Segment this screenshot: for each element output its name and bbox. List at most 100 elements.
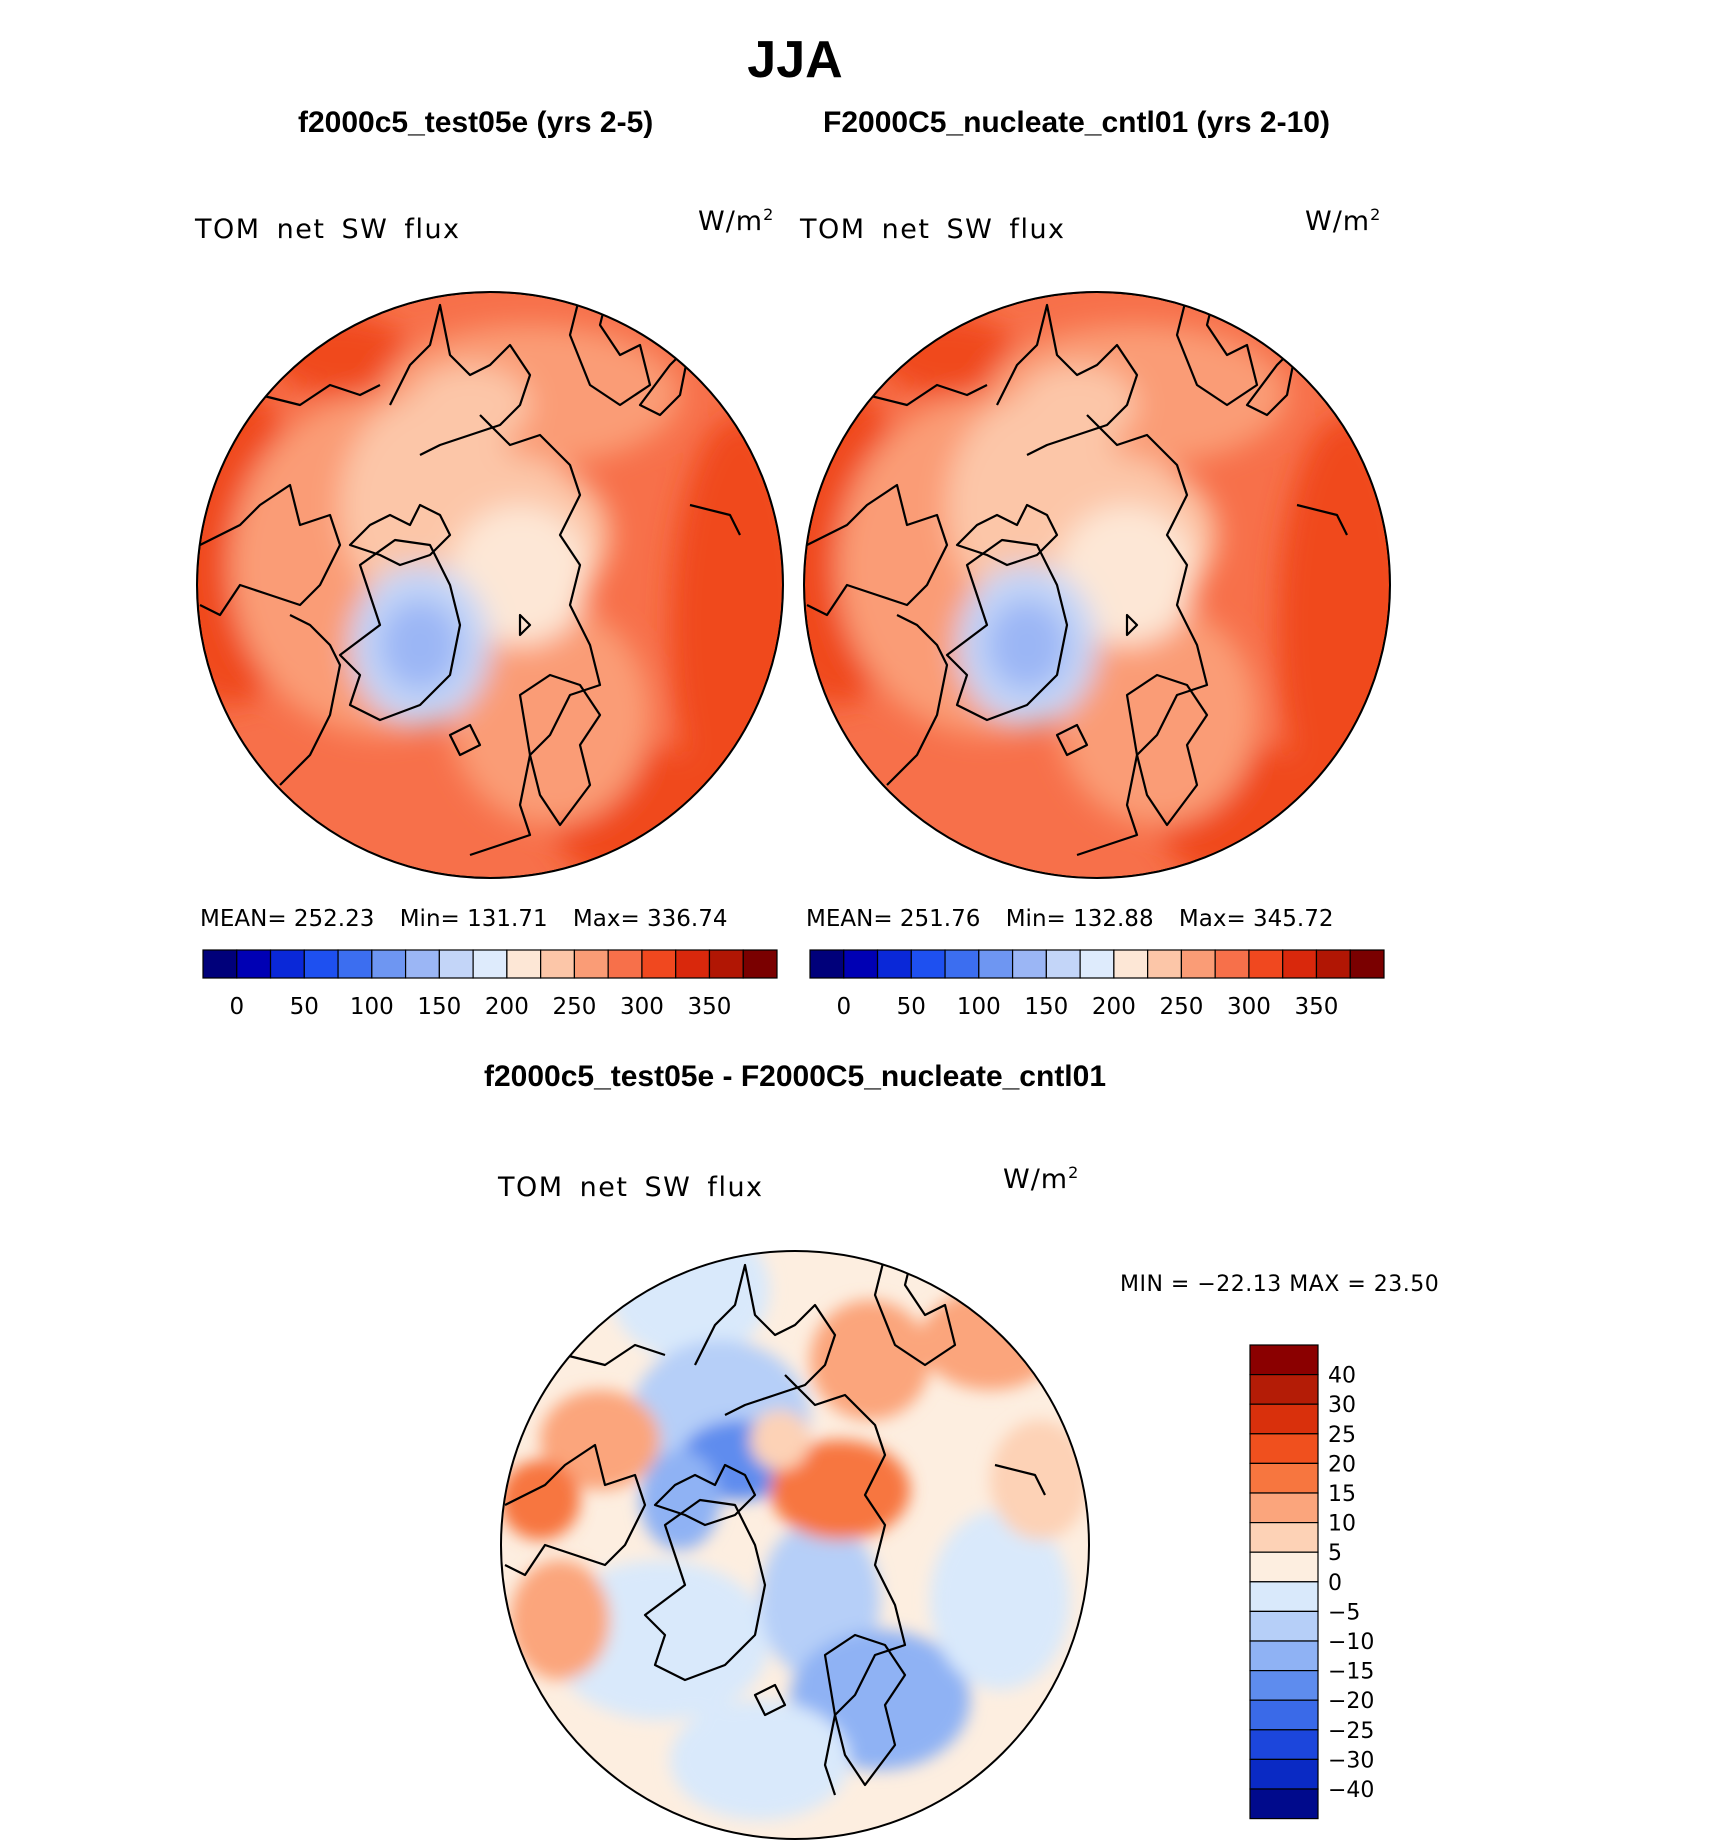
left-colorbar-label: 0 bbox=[229, 994, 244, 1020]
right-stats: MEAN= 251.76 Min= 132.88 Max= 345.72 bbox=[806, 906, 1352, 932]
right-colorbar-box bbox=[978, 949, 1014, 979]
diff-colorbar-label: −5 bbox=[1328, 1600, 1360, 1625]
diff-colorbar-label: 40 bbox=[1328, 1364, 1356, 1389]
left-colorbar-box bbox=[236, 949, 272, 979]
right-colorbar-box bbox=[1349, 949, 1385, 979]
right-colorbar-label: 100 bbox=[957, 994, 1001, 1020]
left-colorbar-box bbox=[607, 949, 643, 979]
diff-units-label: W/m2 bbox=[1003, 1163, 1080, 1195]
diff-colorbar-box bbox=[1249, 1492, 1319, 1524]
left-colorbar-label: 300 bbox=[620, 994, 664, 1020]
difference-panel-title: f2000c5_test05e - F2000C5_nucleate_cntl0… bbox=[483, 1060, 1107, 1093]
diff-colorbar-box bbox=[1249, 1669, 1319, 1701]
diff-colorbar-label: 10 bbox=[1328, 1512, 1356, 1537]
diff-minmax: MIN = −22.13 MAX = 23.50 bbox=[1120, 1272, 1440, 1297]
right-units-label: W/m2 bbox=[1305, 205, 1382, 237]
right-colorbar-box bbox=[944, 949, 980, 979]
diff-colorbar-label: 0 bbox=[1328, 1571, 1342, 1596]
diff-colorbar-label: −20 bbox=[1328, 1689, 1374, 1714]
diff-colorbar-box bbox=[1249, 1462, 1319, 1494]
diff-colorbar-label: −40 bbox=[1328, 1778, 1374, 1803]
diff-colorbar-label: −15 bbox=[1328, 1660, 1374, 1685]
diff-colorbar-label: 20 bbox=[1328, 1452, 1356, 1477]
diff-colorbar-label: 25 bbox=[1328, 1423, 1356, 1448]
right-colorbar-label: 300 bbox=[1227, 994, 1271, 1020]
left-colorbar-label: 50 bbox=[290, 994, 319, 1020]
right-colorbar-label: 250 bbox=[1159, 994, 1203, 1020]
right-colorbar-box bbox=[1315, 949, 1351, 979]
diff-colorbar-box bbox=[1249, 1758, 1319, 1790]
right-colorbar-box bbox=[1011, 949, 1047, 979]
left-colorbar-box bbox=[202, 949, 238, 979]
diff-colorbar-box bbox=[1249, 1640, 1319, 1672]
left-colorbar-box bbox=[641, 949, 677, 979]
left-colorbar-box bbox=[742, 949, 778, 979]
diff-colorbar-box bbox=[1249, 1729, 1319, 1761]
right-colorbar-label: 50 bbox=[897, 994, 926, 1020]
right-panel-title: F2000C5_nucleate_cntl01 (yrs 2-10) bbox=[823, 106, 1330, 139]
left-stats: MEAN= 252.23 Min= 131.71 Max= 336.74 bbox=[200, 906, 746, 932]
right-colorbar-box bbox=[1214, 949, 1250, 979]
diff-colorbar-label: −30 bbox=[1328, 1748, 1374, 1773]
diff-colorbar-box bbox=[1249, 1433, 1319, 1465]
diff-colorbar-box bbox=[1249, 1610, 1319, 1642]
right-colorbar-box bbox=[1180, 949, 1216, 979]
right-colorbar-box bbox=[1147, 949, 1183, 979]
left-colorbar-label: 150 bbox=[417, 994, 461, 1020]
right-min: Min= 132.88 bbox=[1005, 906, 1154, 932]
left-colorbar-box bbox=[371, 949, 407, 979]
right-mean: MEAN= 251.76 bbox=[806, 906, 981, 932]
right-colorbar-box bbox=[1248, 949, 1284, 979]
diff-colorbar-label: 15 bbox=[1328, 1482, 1356, 1507]
right-colorbar-box bbox=[910, 949, 946, 979]
left-colorbar-label: 250 bbox=[552, 994, 596, 1020]
right-colorbar-box bbox=[876, 949, 912, 979]
diff-colorbar-box bbox=[1249, 1581, 1319, 1613]
diff-colorbar-label: −25 bbox=[1328, 1719, 1374, 1744]
left-colorbar-box bbox=[303, 949, 339, 979]
right-colorbar-label: 350 bbox=[1295, 994, 1339, 1020]
diff-colorbar-label: −10 bbox=[1328, 1630, 1374, 1655]
right-colorbar-box bbox=[809, 949, 845, 979]
left-max: Max= 336.74 bbox=[572, 906, 728, 932]
diff-colorbar-label: 5 bbox=[1328, 1541, 1342, 1566]
diff-colorbar-box bbox=[1249, 1344, 1319, 1376]
left-min: Min= 131.71 bbox=[399, 906, 548, 932]
right-colorbar-box bbox=[1045, 949, 1081, 979]
left-mean: MEAN= 252.23 bbox=[200, 906, 375, 932]
left-colorbar-box bbox=[675, 949, 711, 979]
diff-colorbar-box bbox=[1249, 1521, 1319, 1553]
diff-variable-label: TOM net SW flux bbox=[498, 1172, 764, 1203]
right-colorbar-label: 200 bbox=[1092, 994, 1136, 1020]
left-colorbar-box bbox=[404, 949, 440, 979]
left-units-label: W/m2 bbox=[698, 205, 775, 237]
diff-colorbar-box bbox=[1249, 1551, 1319, 1583]
left-panel-title: f2000c5_test05e (yrs 2-5) bbox=[298, 106, 654, 139]
left-map bbox=[150, 285, 810, 885]
difference-map bbox=[501, 1251, 1089, 1839]
right-variable-label: TOM net SW flux bbox=[800, 214, 1066, 245]
left-colorbar-box bbox=[540, 949, 576, 979]
difference-map-border bbox=[500, 1250, 1090, 1840]
diff-colorbar-box bbox=[1249, 1403, 1319, 1435]
right-map-border bbox=[803, 291, 1391, 879]
figure-title: JJA bbox=[747, 31, 843, 89]
right-max: Max= 345.72 bbox=[1178, 906, 1334, 932]
diff-colorbar-box bbox=[1249, 1373, 1319, 1405]
left-colorbar-label: 200 bbox=[485, 994, 529, 1020]
right-colorbar-box bbox=[1079, 949, 1115, 979]
right-colorbar-box bbox=[1113, 949, 1149, 979]
left-colorbar-box bbox=[573, 949, 609, 979]
right-colorbar-box bbox=[843, 949, 879, 979]
left-colorbar-box bbox=[269, 949, 305, 979]
left-colorbar-label: 100 bbox=[350, 994, 394, 1020]
right-colorbar-label: 150 bbox=[1024, 994, 1068, 1020]
right-colorbar-label: 0 bbox=[836, 994, 851, 1020]
diff-colorbar-box bbox=[1249, 1788, 1319, 1820]
left-map-border bbox=[196, 291, 784, 879]
left-colorbar-box bbox=[337, 949, 373, 979]
right-colorbar-box bbox=[1282, 949, 1318, 979]
left-colorbar-label: 350 bbox=[688, 994, 732, 1020]
left-colorbar-box bbox=[438, 949, 474, 979]
